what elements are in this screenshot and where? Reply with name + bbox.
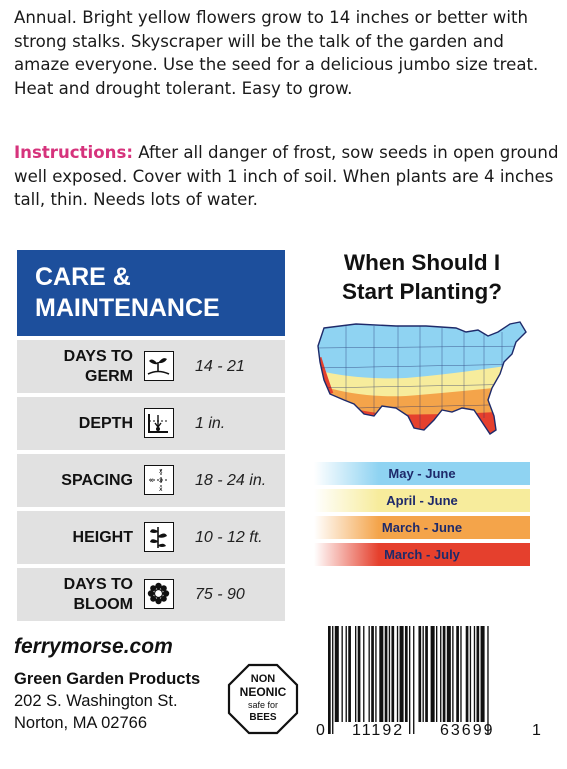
barcode-bars — [328, 626, 489, 734]
planting-title: When Should I Start Planting? — [312, 248, 532, 306]
product-description: Annual. Bright yellow flowers grow to 14… — [14, 8, 539, 98]
barcode-bar — [487, 626, 489, 734]
barcode-bar — [442, 626, 446, 722]
care-row-label-line1: DAYS TO — [63, 575, 133, 593]
barcode-bar — [328, 626, 331, 734]
barcode-bar — [363, 626, 365, 722]
care-row-days-to-bloom: DAYS TO BLOOM 75 - 90 — [17, 568, 285, 621]
barcode-right-digits: 63699 — [440, 722, 495, 739]
care-row-label: DEPTH — [78, 414, 133, 432]
plant-height-icon — [144, 522, 174, 552]
barcode-bar — [396, 626, 399, 722]
barcode-bar — [355, 626, 357, 722]
barcode-bar — [345, 626, 347, 722]
care-row-days-to-germ: DAYS TO GERM 14 - 21 — [17, 340, 285, 393]
badge-line4: BEES — [249, 712, 277, 723]
zone-band-march-july: March - July — [314, 543, 530, 566]
care-row-label: HEIGHT — [72, 528, 133, 546]
care-row-label: DAYS TO BLOOM — [64, 568, 133, 621]
barcode-bar — [384, 626, 388, 722]
barcode-bar — [456, 626, 459, 722]
barcode-bar — [399, 626, 404, 722]
address-line1: 202 S. Washington St. — [14, 692, 178, 710]
barcode-bar — [436, 626, 438, 722]
website-link[interactable]: ferrymorse.com — [14, 635, 173, 658]
barcode-bar — [357, 626, 361, 722]
company-name: Green Garden Products — [14, 670, 201, 688]
badge-line3: safe for — [248, 700, 278, 710]
barcode-bar — [440, 626, 442, 722]
barcode-bar — [430, 626, 435, 722]
care-header: CARE & MAINTENANCE — [17, 250, 285, 336]
address-line2: Norton, MA 02766 — [14, 714, 147, 732]
company-address: Green Garden Products 202 S. Washington … — [14, 668, 200, 734]
svg-text:x: x — [159, 477, 163, 484]
flower-icon — [144, 579, 174, 609]
svg-text:x: x — [150, 477, 154, 484]
barcode-bar — [480, 626, 485, 722]
upc-barcode: 0 11192 63699 1 — [316, 622, 542, 752]
barcode-bar — [418, 626, 422, 722]
care-row-value: 18 - 24 in. — [195, 471, 267, 489]
barcode-bar — [348, 626, 351, 722]
barcode-bar — [391, 626, 395, 722]
barcode-left-digits: 11192 — [352, 722, 405, 739]
barcode-bar — [332, 626, 334, 734]
care-row-label: DAYS TO GERM — [63, 347, 133, 385]
care-maintenance-table: CARE & MAINTENANCE DAYS TO GERM 14 - 21 … — [17, 250, 285, 621]
barcode-bar — [409, 626, 411, 734]
barcode-bar — [422, 626, 424, 722]
depth-icon — [144, 408, 174, 438]
barcode-bar — [371, 626, 374, 722]
svg-text:x: x — [159, 468, 163, 475]
non-neonic-badge: NON NEONIC safe for BEES — [227, 663, 299, 735]
instructions-label: Instructions: — [14, 143, 133, 162]
zone-band-april-june: April - June — [314, 489, 530, 512]
care-row-value: 14 - 21 — [195, 357, 245, 375]
barcode-bar — [446, 626, 451, 722]
badge-line2: NEONIC — [240, 685, 287, 699]
barcode-bar — [388, 626, 391, 722]
barcode-bar — [368, 626, 370, 722]
care-row-label: SPACING — [61, 471, 133, 489]
svg-text:x: x — [159, 486, 163, 493]
barcode-bar — [476, 626, 480, 722]
barcode-bar — [425, 626, 428, 722]
care-row-depth: DEPTH 1 in. — [17, 397, 285, 450]
care-title-line2: MAINTENANCE — [35, 294, 220, 322]
barcode-bar — [334, 626, 339, 722]
bee-safe-octagon-icon: NON NEONIC safe for BEES — [227, 663, 299, 735]
care-row-height: HEIGHT 10 - 12 ft. — [17, 511, 285, 564]
barcode-check-digit: 1 — [532, 722, 541, 739]
barcode-bar — [379, 626, 384, 722]
planting-title-line1: When Should I — [343, 250, 501, 275]
care-row-value: 75 - 90 — [195, 585, 245, 603]
barcode-bar — [469, 626, 472, 722]
barcode-bar — [413, 626, 415, 734]
sprout-icon — [144, 351, 174, 381]
instructions-text: After all danger of frost, sow seeds in … — [14, 143, 559, 209]
barcode-bar — [460, 626, 462, 722]
care-row-value: 10 - 12 ft. — [195, 528, 263, 546]
care-title-line1: CARE & — [35, 263, 131, 291]
planting-title-line2: Start Planting? — [341, 279, 502, 304]
barcode-bar — [341, 626, 343, 722]
planting-instructions: Instructions: After all danger of frost,… — [14, 141, 559, 212]
barcode-lead-digit: 0 — [316, 722, 325, 739]
barcode-bar — [452, 626, 454, 722]
barcode-bar — [375, 626, 377, 722]
barcode-bar — [465, 626, 469, 722]
badge-line1: NON — [251, 673, 276, 685]
us-zone-map — [316, 318, 532, 452]
care-row-value: 1 in. — [195, 414, 226, 432]
barcode-bar — [404, 626, 408, 722]
barcode-bar — [473, 626, 476, 722]
zone-band-may-june: May - June — [314, 462, 530, 485]
care-row-label-line2: BLOOM — [73, 595, 133, 613]
zone-band-march-june: March - June — [314, 516, 530, 539]
